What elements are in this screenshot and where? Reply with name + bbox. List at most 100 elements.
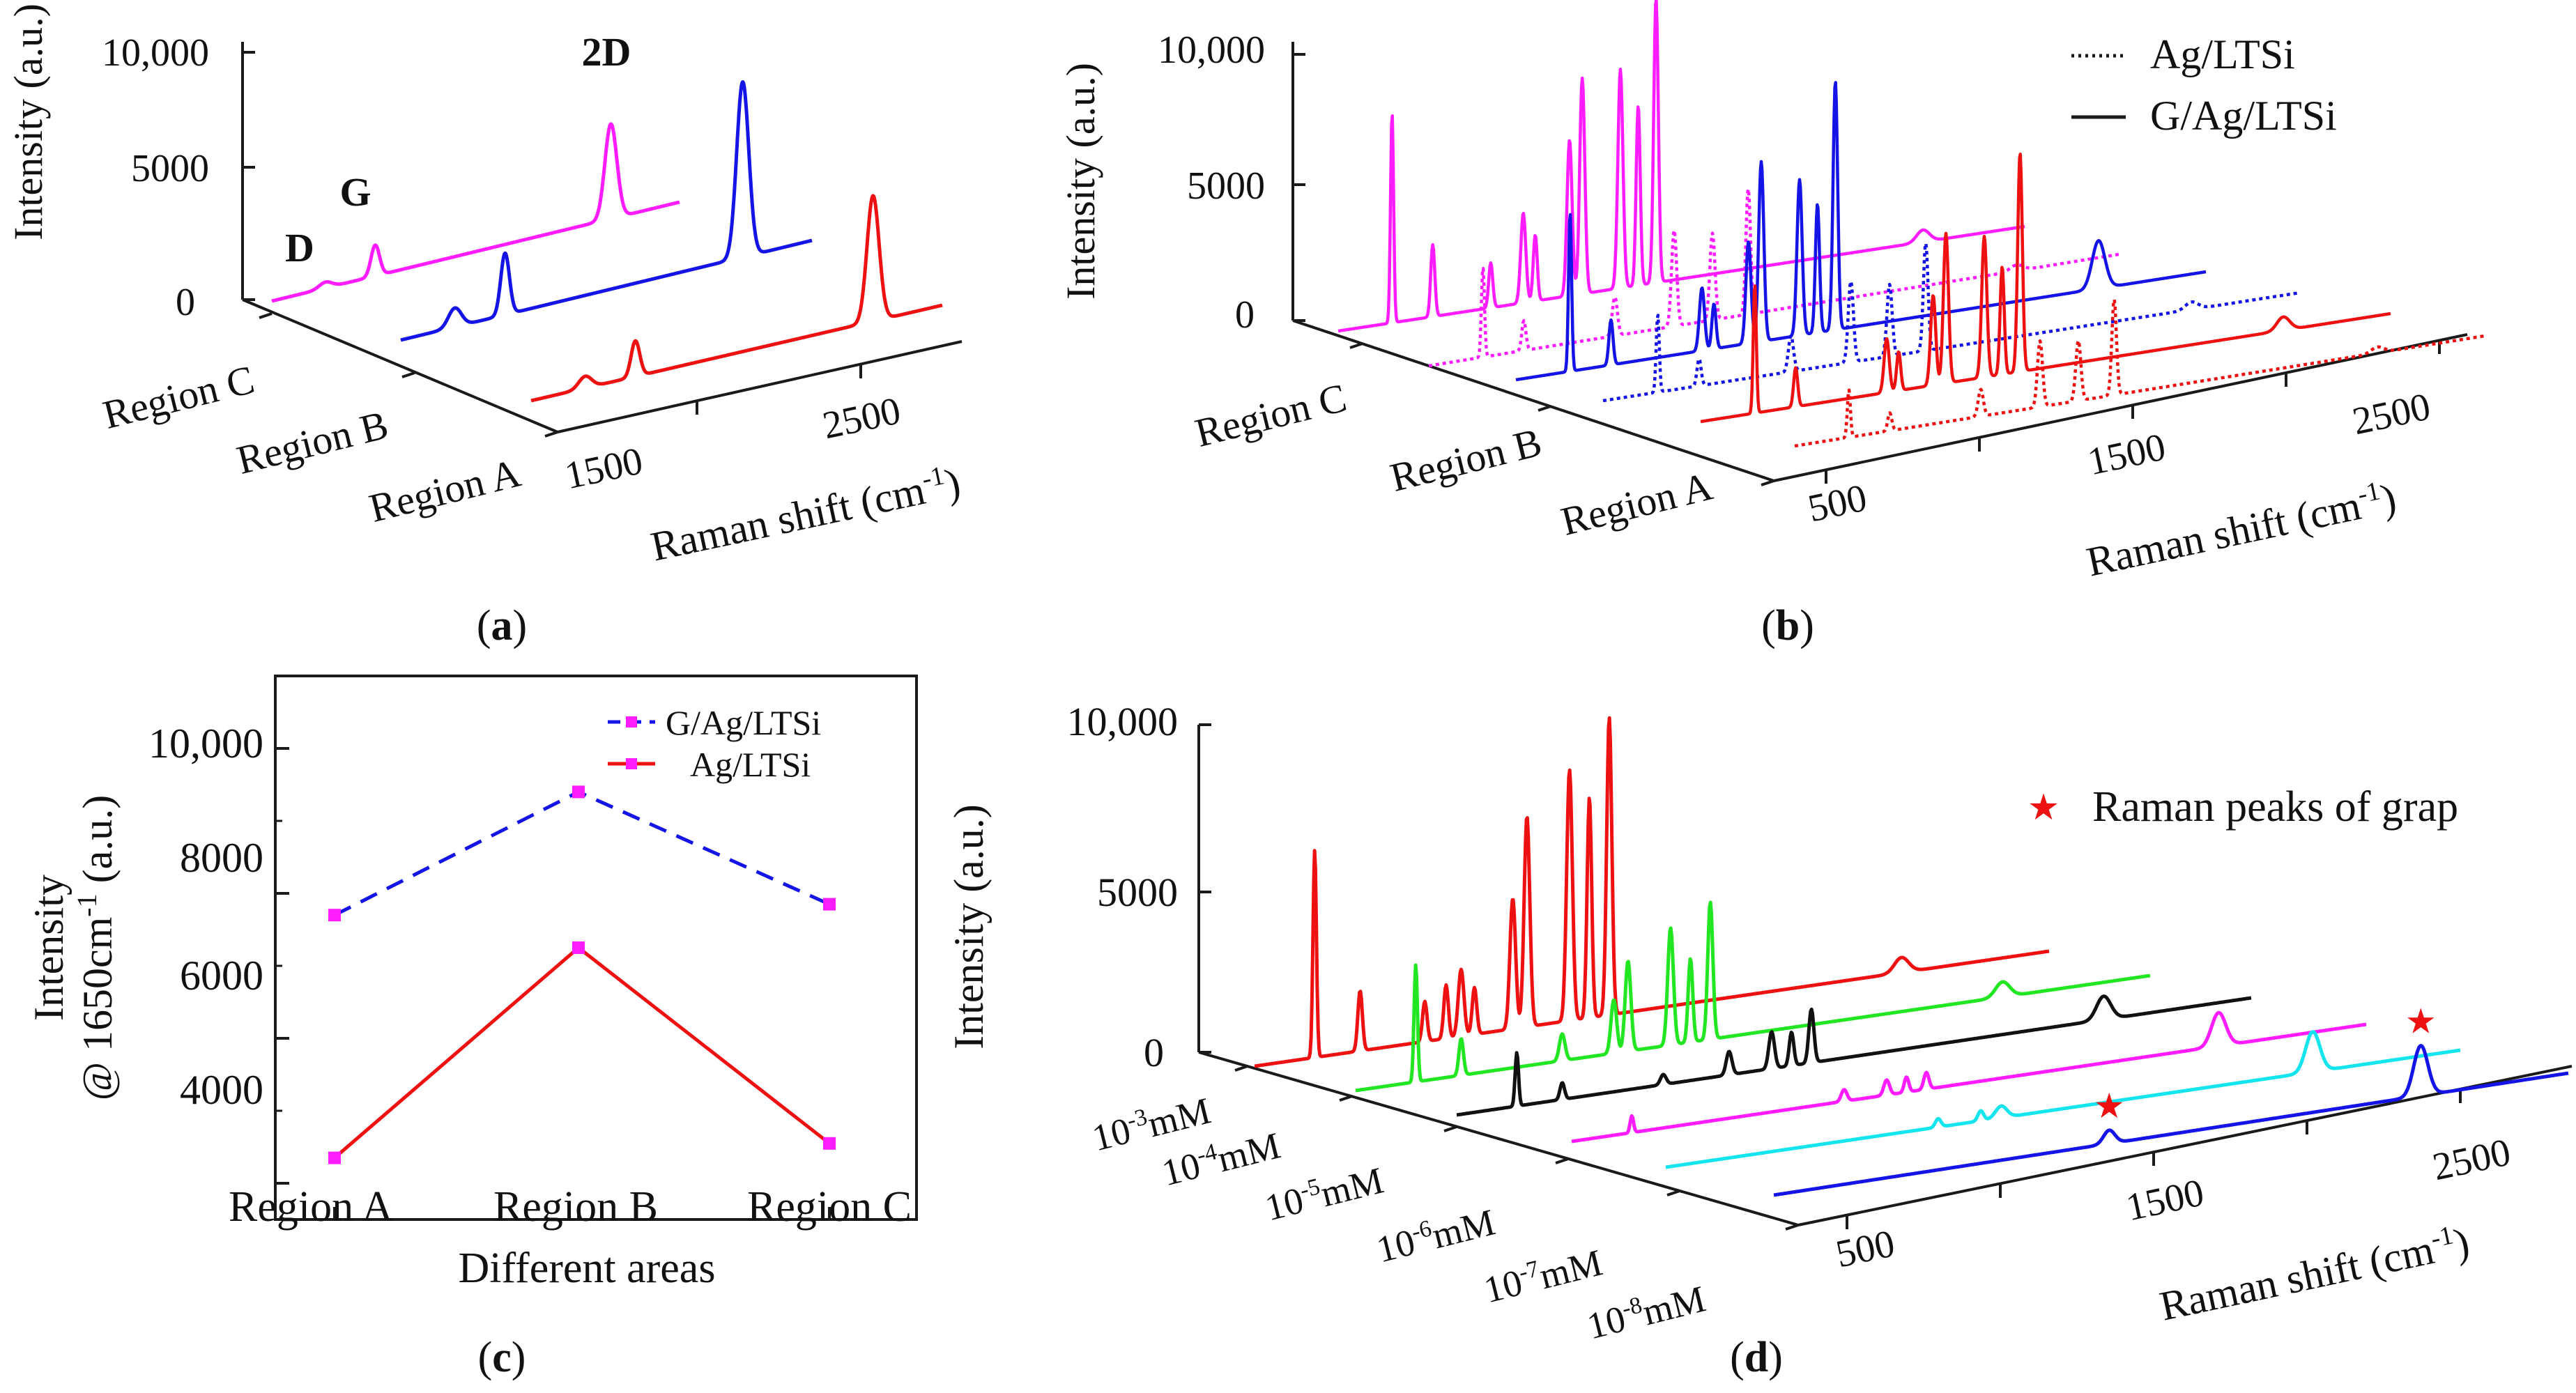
panel-c-ytick-4000: 4000 <box>180 1067 263 1113</box>
panel-a-caption: (a) <box>477 602 527 649</box>
panel-c-frame <box>274 675 918 1221</box>
panel-d-xlabel: Raman shift (cm-1) <box>2156 1217 2474 1329</box>
panel-d-series <box>1253 716 2570 1197</box>
panel-c-ylabel-line2: @ 1650cm-1 (a.u.) <box>71 795 121 1100</box>
panel-d-ylabel: Intensity (a.u.) <box>946 804 992 1049</box>
panel-c-point-g-ag-ltsi-2 <box>823 898 836 911</box>
panel-d-star-marker-0: ★ <box>2094 1086 2125 1125</box>
panel-d-ytick-0: 0 <box>1144 1030 1164 1075</box>
panel-d-series-5 <box>1455 994 2253 1117</box>
panel-b: Intensity (a.u.) 10,000 5000 0 Region C … <box>1058 0 2486 649</box>
panel-b-caption: (b) <box>1761 602 1814 649</box>
panel-d-series-8 <box>1772 1044 2570 1197</box>
panel-d-stars: ★★ <box>2094 1002 2437 1125</box>
panel-c-point-g-ag-ltsi-0 <box>328 909 341 922</box>
panel-a-depth-axis <box>242 298 558 433</box>
panel-d-series-3 <box>1253 716 2050 1068</box>
panel-d-depth-1e-5: 10-5mM <box>1261 1158 1388 1229</box>
panel-c-xtick-region-b: Region B <box>493 1183 658 1231</box>
panel-b-ytick-10000: 10,000 <box>1158 29 1265 72</box>
panel-a-series-region-b <box>399 80 813 342</box>
panel-b-axes <box>1291 42 2468 486</box>
panel-c-legend-g-ag-ltsi-marker <box>626 716 637 728</box>
panel-c-point-g-ag-ltsi-1 <box>572 785 585 799</box>
panel-d-depth-tick <box>1339 1095 1353 1102</box>
panel-d-xtick-500: 500 <box>1832 1222 1899 1276</box>
panel-d-ytick-10000: 10,000 <box>1067 699 1179 744</box>
panel-d-xtick-2500: 2500 <box>2429 1130 2514 1189</box>
panel-c-series-g-ag-ltsi <box>333 790 831 917</box>
panel-c-legend-ag-ltsi: Ag/LTSi <box>690 745 811 784</box>
panel-d-series-4 <box>1354 900 2152 1093</box>
panel-c-ytick-8000: 8000 <box>180 835 263 881</box>
panel-d-depth-tick <box>1234 1065 1248 1072</box>
panel-c-xlabel: Different areas <box>459 1245 716 1292</box>
panel-d-depth-tick <box>1666 1190 1680 1196</box>
panel-a-depth-region-b: Region B <box>232 402 392 483</box>
panel-c-series <box>328 785 836 1164</box>
panel-b-depth-tick <box>1538 405 1551 412</box>
panel-c-ytick-10000: 10,000 <box>148 721 263 767</box>
panel-a-xtick-2500: 2500 <box>819 389 904 447</box>
panel-b-xlabel: Raman shift (cm-1) <box>2083 473 2400 585</box>
panel-b-depth-region-a: Region A <box>1556 463 1717 544</box>
panel-a-xtick-1500: 1500 <box>561 439 646 498</box>
panel-a-depth-tick <box>259 312 273 319</box>
panel-d-caption: (d) <box>1730 1334 1783 1381</box>
panel-c-ylabel-line1: Intensity <box>26 875 72 1021</box>
panel-b-xtick-2500: 2500 <box>2349 385 2434 443</box>
panel-b-depth-region-c: Region C <box>1190 375 1351 456</box>
panel-d-series-7 <box>1664 1030 2462 1169</box>
panel-b-ytick-5000: 5000 <box>1187 164 1265 208</box>
panel-b-xaxis <box>1773 333 2468 482</box>
panel-b-legend-ag-ltsi: Ag/LTSi <box>2150 31 2295 77</box>
panel-d-depth-1e-8: 10-8mM <box>1583 1277 1710 1347</box>
panel-a-peak-label-d: D <box>285 225 314 270</box>
panel-a-axes <box>241 42 963 438</box>
panel-b-depth-region-b: Region B <box>1386 420 1546 500</box>
panel-b-series-region-b-g-ag-ltsi <box>1515 81 2207 382</box>
panel-a-xaxis <box>557 340 963 433</box>
panel-c-point-ag-ltsi-1 <box>572 941 585 954</box>
panel-b-depth-tick <box>1761 479 1774 486</box>
panel-c-series-ag-ltsi <box>333 945 831 1160</box>
panel-a-depth-tick <box>401 371 415 378</box>
panel-c-xtick-region-a: Region A <box>229 1183 393 1231</box>
panel-a-depth-region-c: Region C <box>98 357 259 438</box>
panel-a-peak-label-g: G <box>339 169 371 215</box>
panel-b-ytick-0: 0 <box>1235 293 1255 337</box>
panel-b-depth-axis <box>1292 319 1774 482</box>
panel-d-depth-tick <box>1785 1224 1799 1231</box>
panel-a-peak-label-2d: 2D <box>582 29 631 75</box>
panel-a: Intensity (a.u.) 10,000 5000 0 Region C … <box>6 3 965 649</box>
panel-d-xtick-1500: 1500 <box>2122 1171 2207 1229</box>
panel-b-series-region-a-g-ag-ltsi <box>1699 152 2392 424</box>
panel-c-point-ag-ltsi-0 <box>328 1151 341 1164</box>
panel-d: ★★ Intensity (a.u.) 10,000 5000 0 10-3mM… <box>946 699 2573 1381</box>
panel-d-legend-star-marker: ★ <box>2027 788 2060 828</box>
panel-d-depth-tick <box>1443 1125 1457 1132</box>
panel-b-xtick-1500: 1500 <box>2084 425 2169 484</box>
panel-d-star-marker-1: ★ <box>2405 1002 2437 1041</box>
panel-a-depth-region-a: Region A <box>365 450 525 531</box>
panel-a-xlabel: Raman shift (cm-1) <box>647 458 965 569</box>
panel-a-series <box>270 80 944 403</box>
panel-d-ytick-5000: 5000 <box>1097 870 1178 915</box>
panel-c-ticks <box>275 747 831 1219</box>
panel-a-ylabel: Intensity (a.u.) <box>6 3 51 240</box>
panel-c: 10,000 8000 6000 4000 Intensity @ 1650cm… <box>26 675 918 1381</box>
panel-a-ytick-5000: 5000 <box>131 147 209 190</box>
panel-a-ytick-10000: 10,000 <box>102 31 209 75</box>
panel-b-series <box>1337 0 2486 448</box>
panel-c-legend-ag-ltsi-marker <box>626 758 637 769</box>
panel-c-point-ag-ltsi-2 <box>823 1137 836 1150</box>
panel-b-series-region-a-ag-ltsi <box>1793 298 2486 448</box>
panel-d-legend-raman-peaks: Raman peaks of grap <box>2092 783 2458 831</box>
panel-b-xtick-500: 500 <box>1804 476 1871 530</box>
panel-d-depth-1e-6: 10-6mM <box>1372 1200 1499 1270</box>
panel-c-legend-g-ag-ltsi: G/Ag/LTSi <box>666 703 821 742</box>
panel-a-depth-tick <box>544 431 558 438</box>
panel-b-ylabel: Intensity (a.u.) <box>1058 63 1103 300</box>
panel-a-series-region-c <box>270 122 681 303</box>
